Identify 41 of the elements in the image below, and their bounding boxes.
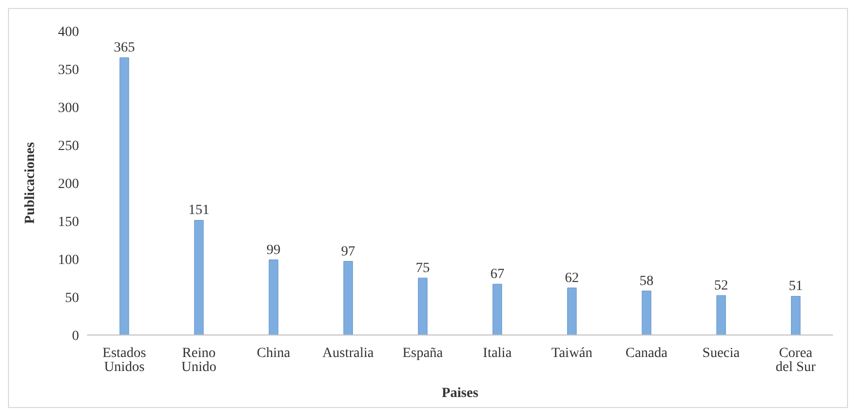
x-tick-label: Corea del Sur — [776, 346, 816, 375]
y-tick-label: 0 — [72, 328, 79, 344]
x-tick-label: Italia — [482, 346, 512, 361]
x-tick-label: Reino Unido — [181, 346, 216, 375]
y-tick-label: 400 — [58, 24, 79, 40]
y-tick-label: 50 — [65, 290, 79, 306]
y-tick-label: 300 — [58, 100, 79, 116]
x-tick-label: España — [402, 346, 444, 361]
bar — [642, 290, 652, 335]
data-label: 62 — [564, 270, 579, 286]
y-tick-label: 100 — [58, 252, 79, 268]
y-tick-label: 150 — [58, 214, 79, 230]
x-tick-label: Estados Unidos — [102, 346, 146, 375]
bar — [194, 220, 204, 335]
y-tick-label: 200 — [58, 176, 79, 192]
x-tick-label: Australia — [322, 346, 375, 361]
x-tick-label: China — [256, 346, 291, 361]
y-tick-label: 350 — [58, 62, 79, 78]
data-label: 99 — [266, 242, 281, 258]
bar — [492, 284, 502, 335]
x-tick-label: Taiwán — [551, 346, 592, 361]
data-label: 67 — [490, 267, 504, 282]
data-label: 97 — [341, 244, 356, 260]
bar — [268, 260, 278, 335]
x-tick-label: Canada — [626, 346, 668, 361]
data-label: 51 — [788, 279, 803, 294]
x-tick-label: Suecia — [702, 346, 741, 361]
data-label: 58 — [640, 274, 654, 289]
y-tick-label: 250 — [58, 138, 79, 154]
data-label: 75 — [416, 261, 430, 276]
bar — [418, 278, 428, 335]
x-axis-title: Paises — [442, 386, 479, 401]
bar — [790, 296, 800, 335]
data-label: 151 — [188, 203, 210, 218]
y-axis-title: Publicaciones — [22, 142, 38, 224]
data-label: 52 — [714, 278, 728, 294]
data-label: 365 — [114, 40, 135, 56]
bar — [716, 295, 726, 335]
bar — [567, 288, 577, 335]
bar — [343, 261, 353, 335]
bar — [120, 57, 130, 335]
